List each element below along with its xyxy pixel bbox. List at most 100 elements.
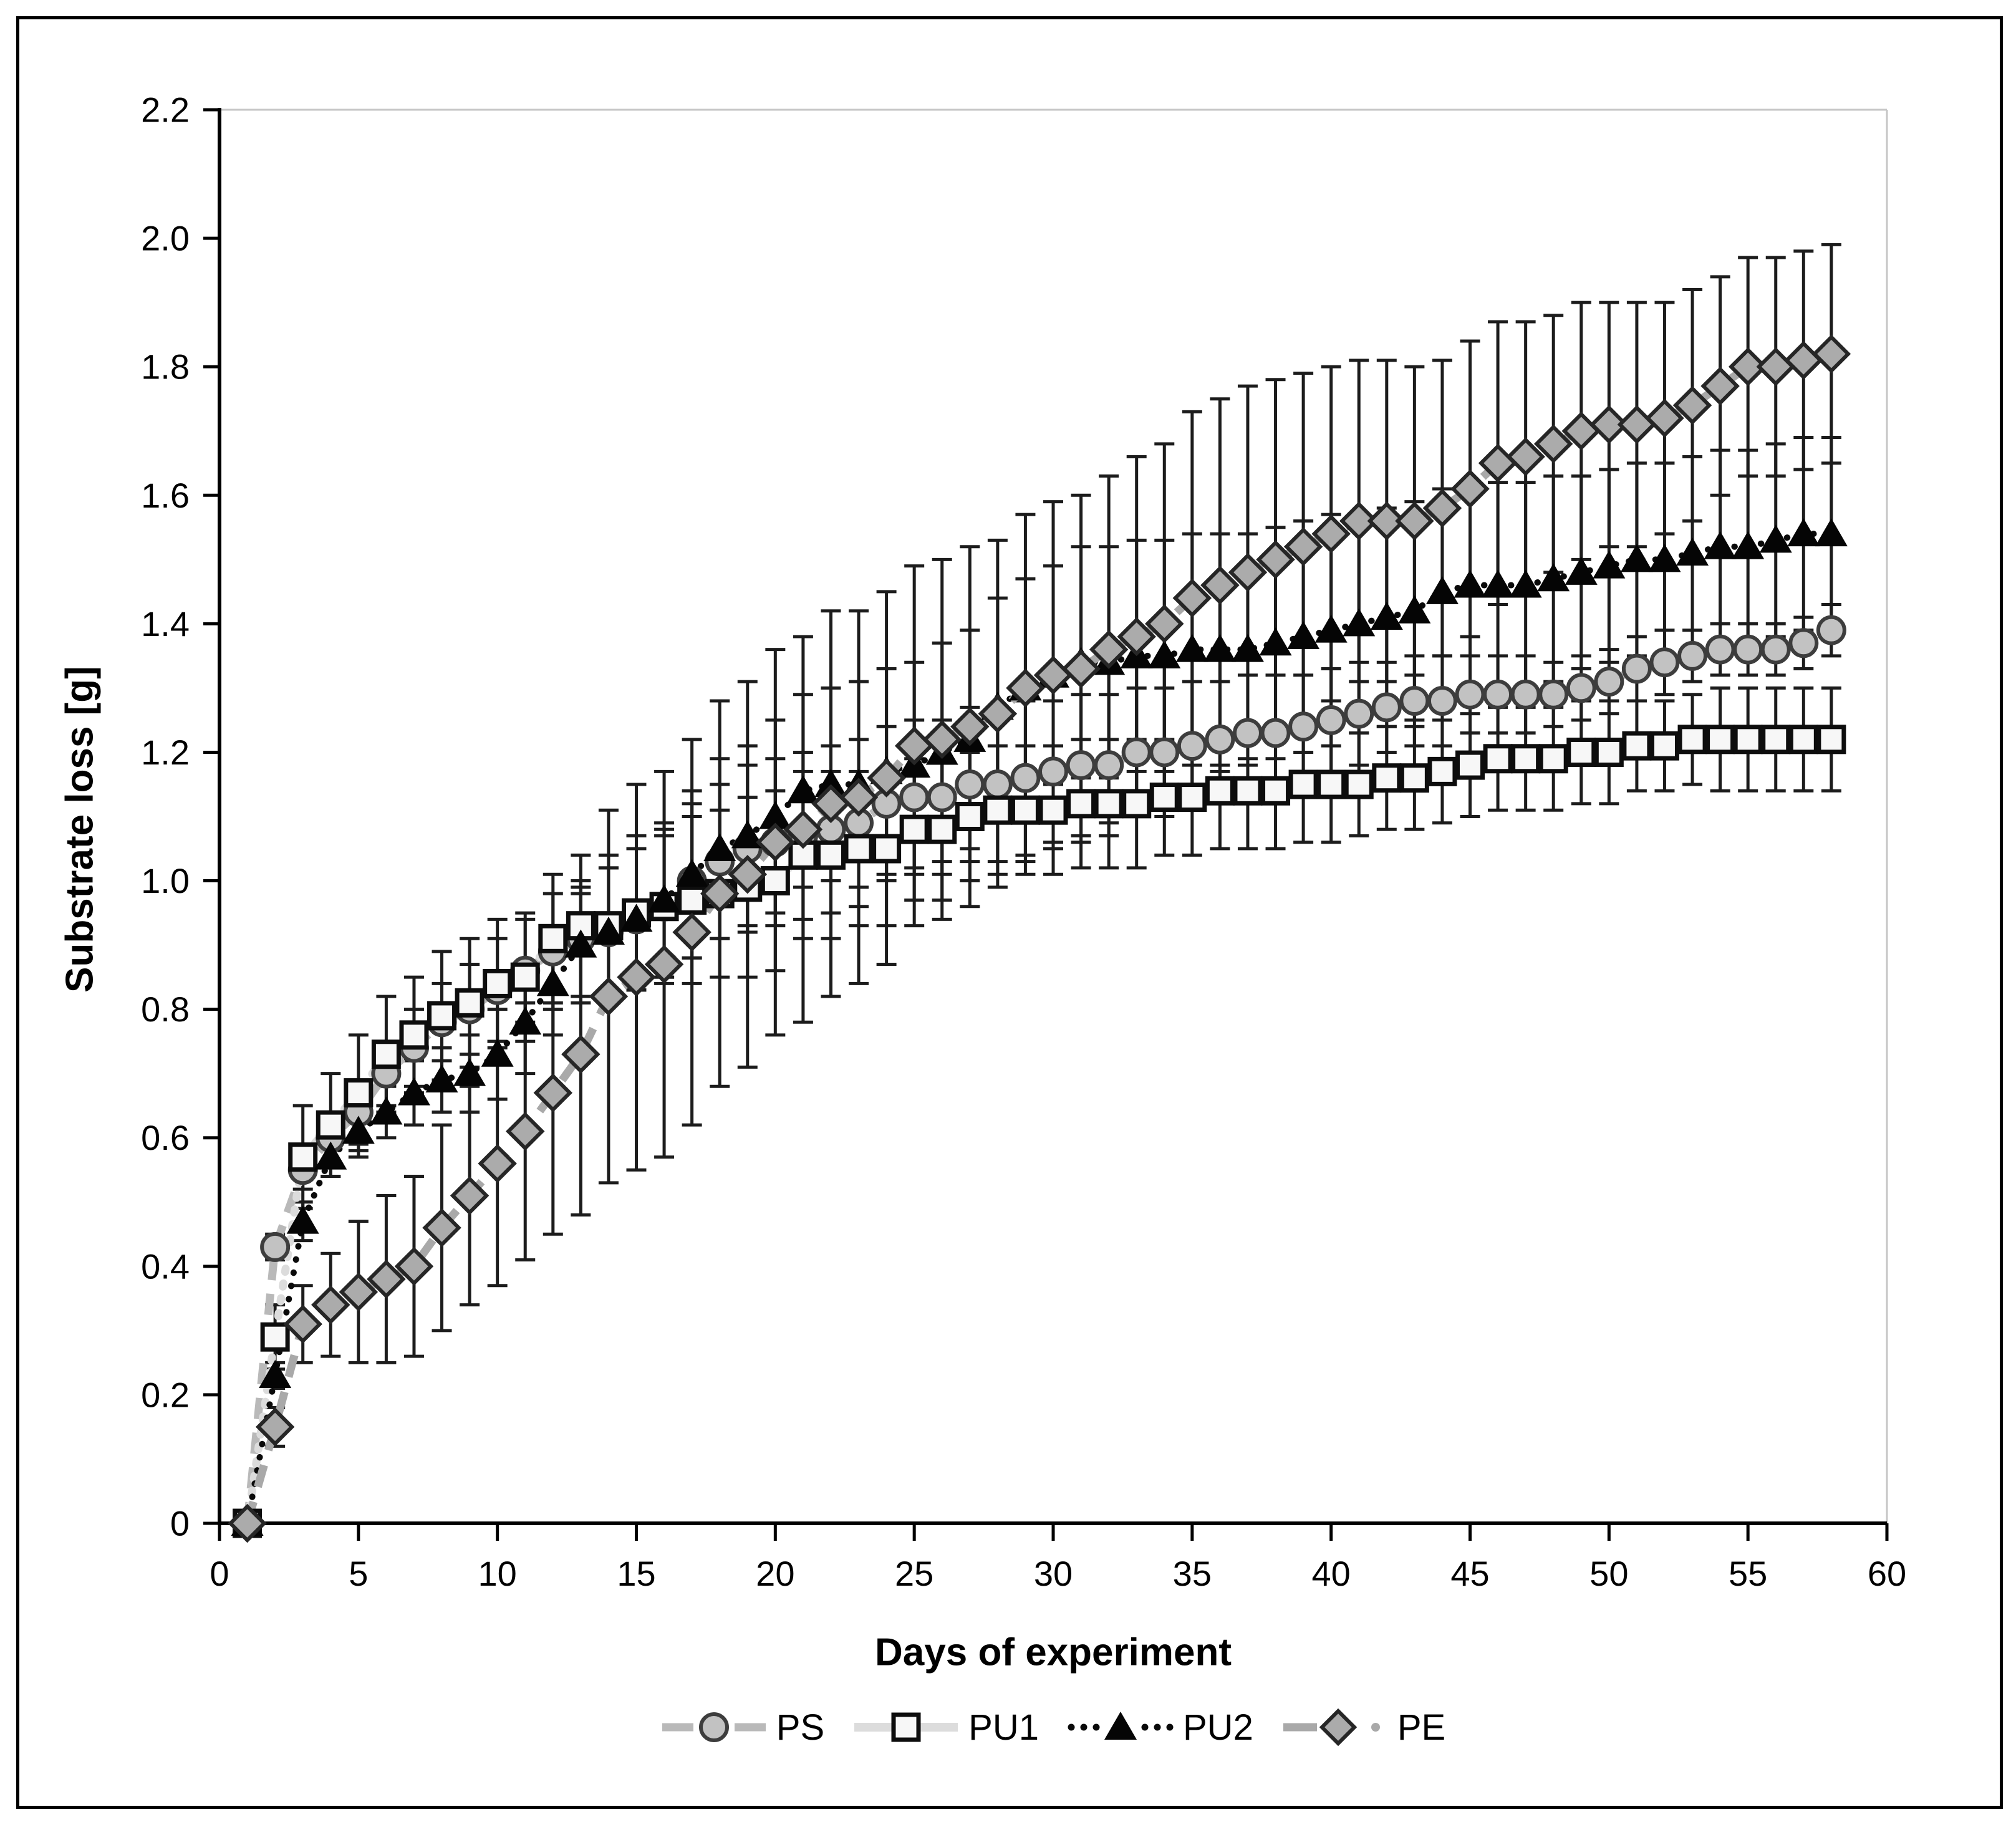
marker-square xyxy=(1149,783,1179,812)
marker-diamond xyxy=(1450,469,1490,509)
marker-square xyxy=(1511,744,1541,774)
marker-square xyxy=(1122,789,1152,819)
marker-diamond xyxy=(644,945,684,984)
marker-circle xyxy=(1760,634,1791,665)
marker-triangle xyxy=(453,1058,486,1086)
marker-triangle xyxy=(1648,544,1681,572)
marker-circle xyxy=(1288,711,1319,742)
marker-square xyxy=(538,923,568,953)
marker-square xyxy=(1372,763,1402,793)
x-tick-label: 25 xyxy=(895,1554,933,1593)
marker-square xyxy=(1483,744,1513,774)
marker-diamond xyxy=(783,809,823,849)
marker-circle xyxy=(1510,679,1541,710)
marker-square xyxy=(816,840,846,870)
marker-diamond xyxy=(394,1246,434,1286)
marker-triangle xyxy=(397,1077,430,1106)
marker-circle xyxy=(899,782,930,812)
marker-triangle xyxy=(1620,544,1653,572)
marker-diamond xyxy=(1811,334,1851,374)
marker-circle xyxy=(1649,647,1680,678)
x-tick-label: 30 xyxy=(1034,1554,1073,1593)
marker-triangle xyxy=(564,929,597,958)
y-axis-title: Substrate loss [g] xyxy=(58,666,102,993)
marker-square xyxy=(1733,725,1763,754)
marker-square xyxy=(788,840,818,870)
marker-square xyxy=(1649,731,1679,761)
y-tick-label: 1.2 xyxy=(141,733,190,772)
marker-circle xyxy=(982,769,1013,799)
marker-triangle xyxy=(731,820,764,849)
marker-circle xyxy=(1232,718,1263,748)
marker-square xyxy=(1177,783,1207,812)
marker-triangle xyxy=(1148,640,1181,668)
marker-triangle xyxy=(1287,620,1320,649)
marker-square xyxy=(371,1039,401,1069)
marker-diamond xyxy=(533,1073,573,1112)
marker-diamond xyxy=(1256,540,1295,579)
marker-circle xyxy=(1788,628,1819,658)
marker-square xyxy=(1316,769,1346,799)
series-line-PU1 xyxy=(243,735,1836,1528)
marker-diamond xyxy=(1533,424,1573,464)
marker-circle xyxy=(1594,667,1624,697)
marker-diamond xyxy=(1006,668,1045,708)
marker-triangle xyxy=(1203,634,1237,662)
marker-triangle xyxy=(1759,524,1792,553)
marker-triangle xyxy=(1398,595,1431,624)
x-tick-label: 55 xyxy=(1729,1554,1767,1593)
marker-square xyxy=(872,834,902,864)
marker-circle xyxy=(1705,634,1735,665)
marker-square xyxy=(427,1001,457,1031)
marker-circle xyxy=(1094,750,1124,781)
marker-triangle xyxy=(1509,569,1542,598)
marker-square xyxy=(1399,763,1429,793)
marker-diamond xyxy=(867,758,906,798)
marker-square xyxy=(1288,769,1318,799)
marker-circle xyxy=(1371,692,1402,723)
series-markers-PE xyxy=(228,334,1851,1543)
series-markers-PU1 xyxy=(233,725,1846,1538)
marker-triangle xyxy=(786,775,819,804)
figure-border xyxy=(16,16,2003,1809)
marker-circle xyxy=(1260,718,1291,748)
y-tick-label: 0.6 xyxy=(141,1118,190,1157)
marker-square xyxy=(1677,725,1707,754)
marker-circle xyxy=(260,1232,291,1262)
legend-item-pe: PE xyxy=(1282,1705,1445,1749)
y-tick-label: 1.6 xyxy=(141,476,190,515)
marker-circle xyxy=(1177,731,1207,761)
marker-diamond xyxy=(283,1304,322,1344)
marker-square xyxy=(983,795,1013,825)
marker-diamond xyxy=(1506,437,1545,476)
marker-diamond xyxy=(1117,617,1156,657)
marker-square xyxy=(1010,795,1040,825)
marker-triangle xyxy=(536,968,569,996)
marker-triangle xyxy=(675,859,708,887)
marker-diamond xyxy=(1339,501,1379,541)
marker-circle xyxy=(1344,698,1374,729)
marker-circle xyxy=(1455,679,1485,710)
marker-diamond xyxy=(756,822,795,862)
marker-triangle xyxy=(814,768,847,797)
marker-diamond xyxy=(255,1407,295,1447)
marker-triangle xyxy=(509,1006,542,1035)
y-axis-ticks: 0 0.2 0.4 0.6 0.8 1.0 1.2 1.4 1.6 1.8 2.0 2.2 xyxy=(141,90,219,1543)
x-tick-label: 5 xyxy=(349,1554,368,1593)
marker-triangle xyxy=(286,1205,319,1234)
marker-square xyxy=(955,802,985,831)
y-tick-label: 0.4 xyxy=(141,1246,190,1286)
marker-diamond xyxy=(561,1034,600,1074)
marker-diamond xyxy=(1283,527,1323,566)
marker-diamond xyxy=(1784,340,1823,380)
marker-triangle xyxy=(1343,608,1376,637)
x-tick-label: 20 xyxy=(756,1554,794,1593)
marker-diamond xyxy=(1311,514,1351,554)
marker-square xyxy=(510,962,540,992)
marker-circle xyxy=(1816,615,1846,645)
marker-diamond xyxy=(339,1272,379,1312)
marker-triangle xyxy=(703,833,736,862)
x-tick-label: 15 xyxy=(617,1554,655,1593)
marker-diamond xyxy=(1589,405,1629,445)
marker-diamond xyxy=(922,720,962,759)
